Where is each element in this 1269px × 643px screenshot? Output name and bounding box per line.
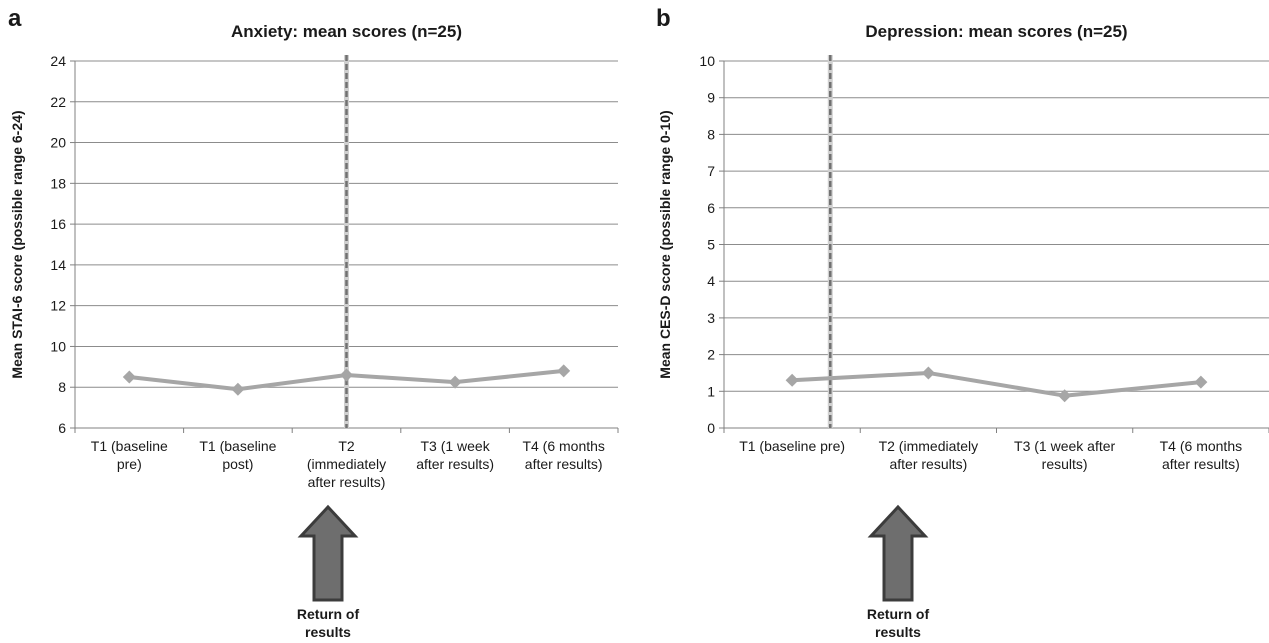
y-tick-label: 2 (707, 347, 715, 363)
x-category-label-line: T4 (6 months (522, 438, 604, 454)
x-category-label: T2 (immediately after results) (307, 438, 386, 490)
y-tick-label: 14 (50, 257, 66, 273)
x-category-label-line: results) (1042, 456, 1088, 472)
x-category-label-line: T1 (baseline (199, 438, 276, 454)
chart-title: Depression: mean scores (n=25) (865, 22, 1127, 41)
x-category-label-line: after results) (525, 456, 603, 472)
y-tick-label: 9 (707, 90, 715, 106)
data-point (231, 382, 245, 396)
x-category-label: T1 (baseline pre) (739, 438, 845, 454)
return-of-results-label-line: results (305, 624, 351, 640)
x-category-label: T1 (baseline pre) (91, 438, 168, 472)
x-category-label-line: T4 (6 months (1160, 438, 1242, 454)
x-category-label-line: T3 (1 week (420, 438, 490, 454)
y-axis-label: Mean CES-D score (possible range 0-10) (657, 110, 673, 378)
x-category-label: T3 (1 week after results) (1014, 438, 1115, 472)
y-tick-label: 3 (707, 310, 715, 326)
up-arrow-icon (867, 504, 929, 602)
x-category-label: T1 (baseline post) (199, 438, 276, 472)
panel-b: b Depression: mean scores (n=25) Mean CES-… (656, 5, 1269, 640)
y-tick-label: 12 (50, 298, 66, 314)
x-category-label: T4 (6 months after results) (1160, 438, 1242, 472)
data-point (557, 364, 571, 378)
y-tick-label: 6 (58, 420, 66, 436)
return-of-results-label: Return of results (867, 606, 930, 640)
x-category-label-line: T1 (baseline (91, 438, 168, 454)
panel-letter: a (8, 5, 22, 32)
x-category-label: T4 (6 months after results) (522, 438, 604, 472)
y-tick-label: 18 (50, 175, 66, 191)
y-tick-label: 4 (707, 273, 715, 289)
x-category-label-line: T2 (immediately (879, 438, 979, 454)
y-tick-label: 24 (50, 53, 66, 69)
x-category-label: T2 (immediately after results) (879, 438, 979, 472)
x-category-label-line: T1 (baseline pre) (739, 438, 845, 454)
x-category-label: T3 (1 week after results) (416, 438, 494, 472)
x-category-label-line: (immediately (307, 456, 386, 472)
y-tick-label: 0 (707, 420, 715, 436)
x-category-label-line: after results) (1162, 456, 1240, 472)
y-tick-label: 20 (50, 135, 66, 151)
x-category-label-line: pre) (117, 456, 142, 472)
y-tick-label: 10 (699, 53, 715, 69)
return-of-results-label-line: Return of (297, 606, 360, 622)
series-line (792, 370, 1202, 398)
y-tick-label: 8 (58, 379, 66, 395)
return-of-results-label-line: results (875, 624, 921, 640)
data-point (1058, 389, 1072, 403)
y-tick-label: 7 (707, 163, 715, 179)
y-tick-label: 16 (50, 216, 66, 232)
y-tick-label: 8 (707, 126, 715, 142)
data-point (921, 366, 935, 380)
x-category-label-line: T3 (1 week after (1014, 438, 1115, 454)
x-category-label-line: after results) (308, 474, 386, 490)
y-tick-label: 6 (707, 200, 715, 216)
data-point (785, 373, 799, 387)
y-tick-label: 1 (707, 383, 715, 399)
data-point (1194, 375, 1208, 389)
x-category-label-line: after results) (416, 456, 494, 472)
x-category-label-line: post) (222, 456, 253, 472)
y-tick-label: 5 (707, 237, 715, 253)
y-axis-label: Mean STAI-6 score (possible range 6-24) (9, 110, 25, 378)
x-category-label-line: after results) (889, 456, 967, 472)
data-point (448, 375, 462, 389)
x-category-label-line: T2 (338, 438, 355, 454)
return-of-results-label-line: Return of (867, 606, 930, 622)
panel-letter: b (656, 5, 671, 32)
up-arrow-icon (297, 504, 359, 602)
panel-a: a Anxiety: mean scores (n=25) Mean STAI-6 … (8, 5, 619, 640)
y-tick-label: 22 (50, 94, 66, 110)
data-point (122, 370, 136, 384)
y-tick-label: 10 (50, 338, 66, 354)
data-point (340, 368, 353, 382)
return-of-results-label: Return of results (297, 606, 360, 640)
chart-title: Anxiety: mean scores (n=25) (231, 22, 462, 41)
